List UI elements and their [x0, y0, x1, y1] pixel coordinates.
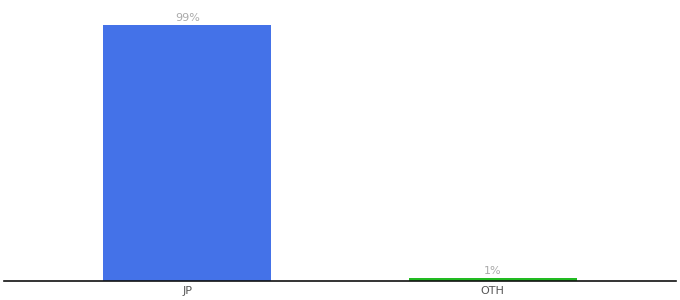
- Text: 99%: 99%: [175, 13, 200, 23]
- Text: 1%: 1%: [484, 266, 501, 276]
- Bar: [409, 278, 577, 281]
- Bar: [103, 25, 271, 281]
